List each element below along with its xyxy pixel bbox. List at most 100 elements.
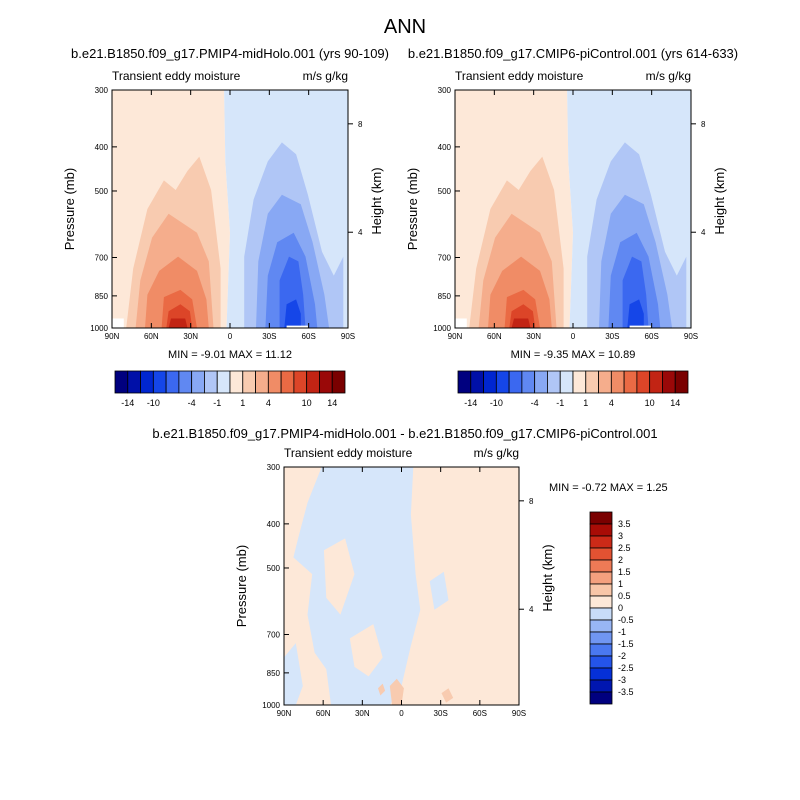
colorbar-swatch <box>589 511 613 525</box>
negative-region <box>293 467 421 705</box>
colorbar-swatch <box>589 607 613 621</box>
colorbar-label: -1 <box>213 398 221 408</box>
colorbar-swatch <box>140 370 154 394</box>
colorbar-label: 3.5 <box>618 519 631 529</box>
panel-title: b.e21.B1850.f09_g17.CMIP6-piControl.001 … <box>408 46 738 61</box>
y-tick-label: 700 <box>95 253 109 262</box>
colorbar-label: -14 <box>121 398 134 408</box>
x-tick-label: 30S <box>262 332 276 341</box>
units-label: m/s g/kg <box>303 69 348 83</box>
colorbar-swatch <box>204 370 218 394</box>
colorbar-swatch <box>280 370 295 394</box>
colorbar-swatch <box>457 370 472 394</box>
height-tick-label: 8 <box>529 497 534 506</box>
colorbar-label: -10 <box>147 398 160 408</box>
colorbar-label: -4 <box>531 398 539 408</box>
colorbar-label: 10 <box>645 398 655 408</box>
y-tick-label: 300 <box>438 86 452 95</box>
height-tick-label: 4 <box>358 228 363 237</box>
y-axis-label-right: Height (km) <box>369 167 384 234</box>
contour-neg-6 <box>284 299 301 328</box>
colorbar-label: 2 <box>618 555 623 565</box>
colorbar-swatch <box>267 370 282 394</box>
colorbar-swatch <box>242 370 256 394</box>
missing-data <box>455 318 467 328</box>
colorbar-swatch <box>598 370 612 394</box>
colorbar-label: -1 <box>618 627 626 637</box>
x-tick-label: 90N <box>277 709 292 718</box>
variable-label: Transient eddy moisture <box>112 69 241 83</box>
colorbar-swatch <box>293 370 308 394</box>
colorbar-swatch <box>306 370 320 394</box>
positive-region <box>349 624 383 677</box>
colorbar-label: -1.5 <box>618 639 634 649</box>
panel-picontrol: 300 400 500 700 850 1000 8 4 90N 60N 30N 0 30S 60S 90S… <box>405 46 738 361</box>
colorbar-swatch <box>589 571 613 585</box>
colorbar-horizontal: -14 -10 -4 -1 1 4 10 14 -14 -10 -4 -1 1 4 10 14 <box>114 370 689 408</box>
x-tick-label: 60S <box>302 332 316 341</box>
colorbar-label: 0.5 <box>618 591 631 601</box>
colorbar-swatch <box>589 547 613 561</box>
colorbar-label: -1 <box>556 398 564 408</box>
colorbar-label: 1 <box>583 398 588 408</box>
colorbar-swatch <box>623 370 638 394</box>
positive-region <box>323 538 355 615</box>
panel-title: b.e21.B1850.f09_g17.PMIP4-midHolo.001 - … <box>152 426 657 441</box>
colorbar-label: 4 <box>609 398 614 408</box>
colorbar-swatch <box>649 370 663 394</box>
colorbar-swatch <box>585 370 599 394</box>
units-label: m/s g/kg <box>646 69 691 83</box>
colorbar-swatch <box>127 370 141 394</box>
colorbar-label: 4 <box>266 398 271 408</box>
y-tick-label: 850 <box>95 292 109 301</box>
colorbar-swatch <box>589 679 613 693</box>
colorbar-swatch <box>547 370 561 394</box>
y-tick-label: 700 <box>438 253 452 262</box>
y-tick-label: 300 <box>267 463 281 472</box>
colorbar-swatch <box>589 583 613 597</box>
colorbar-swatch <box>508 370 523 394</box>
colorbar-label: 3 <box>618 531 623 541</box>
panel-midholo: 300 400 500 700 850 1000 8 4 90N 60N 30N 0 30S 60S 90S… <box>62 46 389 361</box>
missing-data <box>286 325 308 328</box>
height-tick-label: 8 <box>358 120 363 129</box>
y-axis-label: Pressure (mb) <box>405 168 420 250</box>
units-label: m/s g/kg <box>474 446 519 460</box>
colorbar-label: 14 <box>327 398 337 408</box>
colorbar-label: -3.5 <box>618 687 634 697</box>
colorbar-swatch <box>165 370 180 394</box>
x-tick-label: 30N <box>355 709 370 718</box>
x-tick-label: 90S <box>684 332 698 341</box>
colorbar-label: -4 <box>188 398 196 408</box>
colorbar-swatch <box>178 370 193 394</box>
colorbar-swatch <box>216 370 231 394</box>
x-tick-label: 60S <box>645 332 659 341</box>
contour-field <box>455 90 691 328</box>
contour-field <box>112 90 348 328</box>
x-tick-label: 60S <box>473 709 487 718</box>
panel-title: b.e21.B1850.f09_g17.PMIP4-midHolo.001 (y… <box>71 46 389 61</box>
x-tick-label: 90N <box>448 332 463 341</box>
y-tick-label: 1000 <box>433 324 451 333</box>
x-tick-label: 30S <box>434 709 448 718</box>
colorbar-label: 10 <box>302 398 312 408</box>
colorbar-swatch <box>589 667 613 681</box>
missing-data <box>112 318 124 328</box>
colorbar-swatch <box>255 370 269 394</box>
y-tick-label: 500 <box>95 187 109 196</box>
colorbar-label: -10 <box>490 398 503 408</box>
negative-region <box>429 571 449 610</box>
figure-title: ANN <box>384 16 426 38</box>
colorbar-label: -14 <box>464 398 477 408</box>
height-tick-label: 4 <box>701 228 706 237</box>
contour-pos-2 <box>389 678 404 705</box>
colorbar-label: 1 <box>618 579 623 589</box>
y-tick-label: 1000 <box>90 324 108 333</box>
x-tick-label: 90S <box>512 709 526 718</box>
y-tick-label: 700 <box>267 630 281 639</box>
missing-data <box>629 325 651 328</box>
y-tick-label: 500 <box>267 564 281 573</box>
negative-region <box>284 643 303 705</box>
x-tick-label: 0 <box>571 332 576 341</box>
contour-pos-2 <box>378 683 386 696</box>
